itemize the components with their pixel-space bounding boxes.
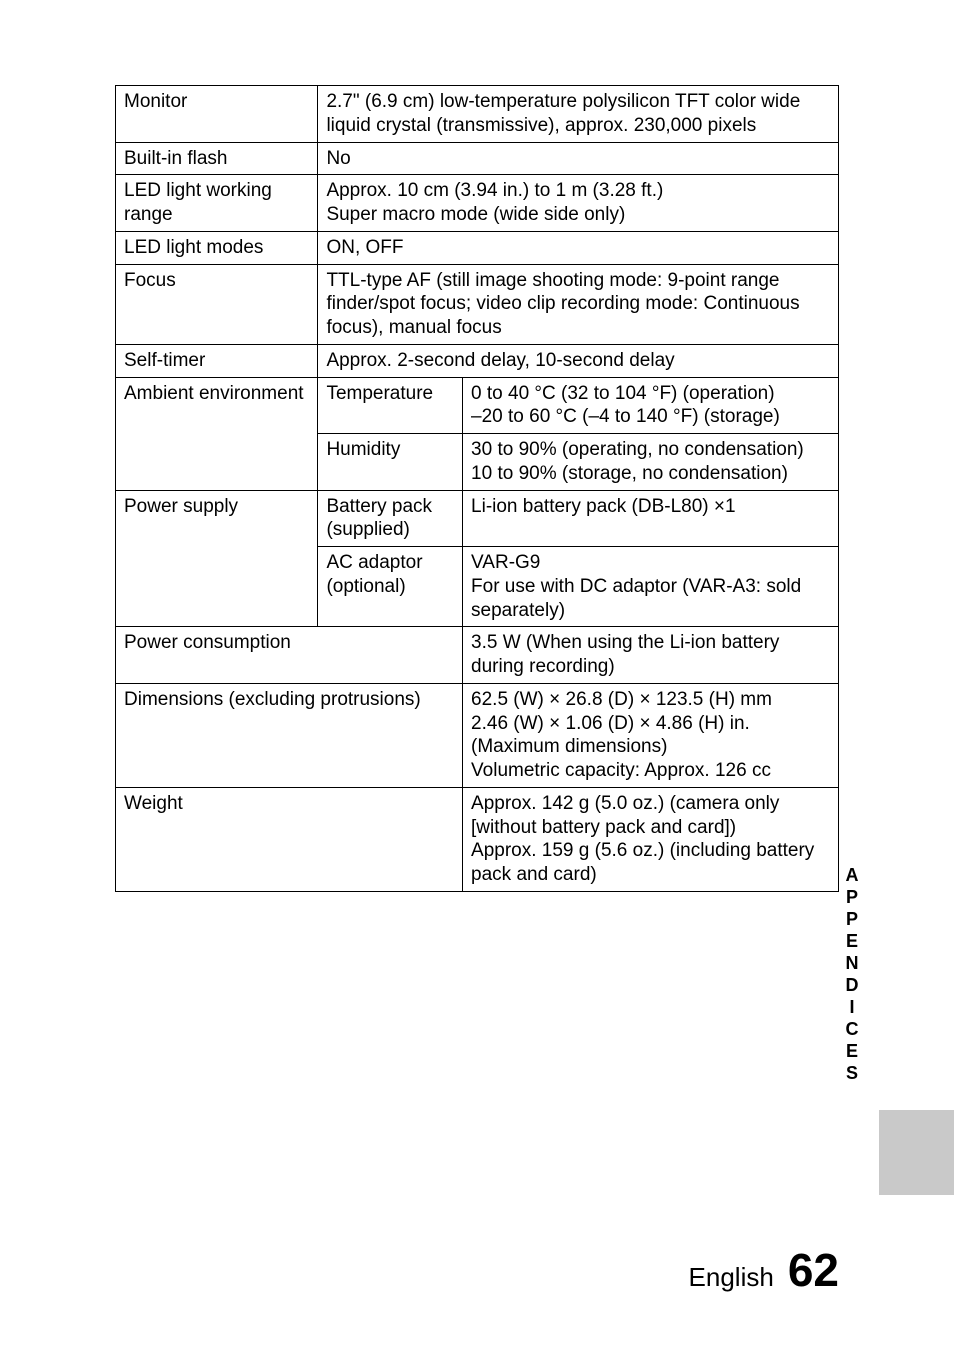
- ac-label: AC adaptor (optional): [318, 547, 463, 627]
- power-label: Power supply: [116, 490, 318, 627]
- consumption-value: 3.5 W (When using the Li-ion battery dur…: [463, 627, 839, 684]
- monitor-label: Monitor: [116, 86, 318, 143]
- led-range-value: Approx. 10 cm (3.94 in.) to 1 m (3.28 ft…: [318, 175, 839, 232]
- humidity-label: Humidity: [318, 434, 463, 491]
- focus-value: TTL-type AF (still image shooting mode: …: [318, 264, 839, 344]
- weight-value: Approx. 142 g (5.0 oz.) (camera only [wi…: [463, 787, 839, 891]
- flash-label: Built-in flash: [116, 142, 318, 175]
- side-label: APPENDICES: [841, 865, 862, 1085]
- dimensions-value: 62.5 (W) × 26.8 (D) × 123.5 (H) mm2.46 (…: [463, 683, 839, 787]
- focus-label: Focus: [116, 264, 318, 344]
- monitor-value: 2.7" (6.9 cm) low-temperature polysilico…: [318, 86, 839, 143]
- page-number: 62: [788, 1243, 839, 1297]
- specs-table: Monitor 2.7" (6.9 cm) low-temperature po…: [115, 85, 839, 892]
- consumption-label: Power consumption: [116, 627, 463, 684]
- selftimer-value: Approx. 2-second delay, 10-second delay: [318, 344, 839, 377]
- flash-value: No: [318, 142, 839, 175]
- weight-label: Weight: [116, 787, 463, 891]
- temp-label: Temperature: [318, 377, 463, 434]
- led-modes-label: LED light modes: [116, 231, 318, 264]
- battery-label: Battery pack (supplied): [318, 490, 463, 547]
- ac-value: VAR-G9For use with DC adaptor (VAR-A3: s…: [463, 547, 839, 627]
- footer: English 62: [689, 1243, 839, 1297]
- temp-value: 0 to 40 °C (32 to 104 °F) (operation)–20…: [463, 377, 839, 434]
- led-modes-value: ON, OFF: [318, 231, 839, 264]
- led-range-label: LED light working range: [116, 175, 318, 232]
- ambient-label: Ambient environment: [116, 377, 318, 490]
- battery-value: Li-ion battery pack (DB-L80) ×1: [463, 490, 839, 547]
- humidity-value: 30 to 90% (operating, no condensation)10…: [463, 434, 839, 491]
- selftimer-label: Self-timer: [116, 344, 318, 377]
- dimensions-label: Dimensions (excluding protrusions): [116, 683, 463, 787]
- side-tab: [879, 1110, 954, 1195]
- footer-text: English: [689, 1262, 774, 1293]
